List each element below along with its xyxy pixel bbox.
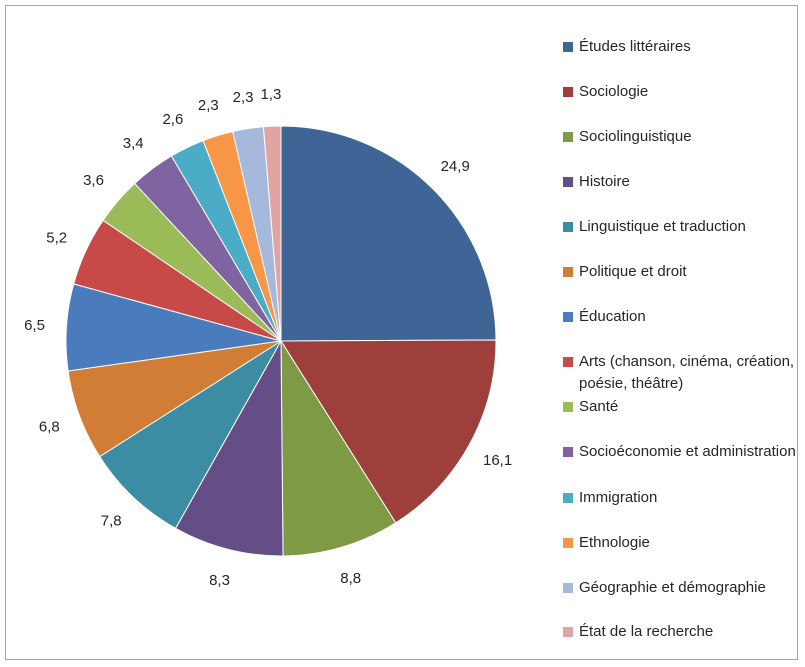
slice-value-label: 5,2 [46,230,67,247]
legend-swatch [563,538,573,548]
legend-label: Socioéconomie et administration [579,443,796,460]
legend-label: Études littéraires [579,38,691,55]
slice-value-label: 6,8 [39,419,60,436]
legend-swatch [563,222,573,232]
legend-swatch [563,447,573,457]
legend-label: Géographie et démographie [579,579,766,596]
legend-label: Sociolinguistique [579,128,692,145]
legend-label: Arts (chanson, cinéma, création, poésie,… [579,353,795,392]
legend-swatch [563,132,573,142]
pie-slice [99,340,282,530]
chart-area: 24,9 16,1 8,8 8,3 7,8 6,8 6,5 5,2 3,6 3,4 2,6 2,3 2,… [5,5,798,660]
legend-swatch [563,312,573,322]
legend-swatch [563,87,573,97]
legend-swatch [563,583,573,593]
slice-value-label: 8,8 [340,570,361,587]
slice-value-label: 8,3 [209,572,230,589]
legend-label: Linguistique et traduction [579,218,746,235]
slice-value-label: 6,5 [24,317,45,334]
pie-slice [280,339,497,524]
legend-swatch [563,493,573,503]
slice-value-label: 2,3 [233,89,254,106]
legend-label: Histoire [579,173,630,190]
legend-label: Sociologie [579,83,649,100]
legend-swatch [563,42,573,52]
pie-slice [174,339,284,557]
slice-value-label: 2,3 [198,97,219,114]
slice-value-label: 2,6 [162,111,183,128]
legend-label: État de la recherche [579,623,714,640]
legend-label: Politique et droit [579,263,687,280]
legend-label: Ethnologie [579,534,650,551]
pie-slice [262,125,282,342]
slice-value-label: 3,4 [123,135,144,152]
slice-value-label: 1,3 [260,86,281,103]
slice-value-label: 24,9 [441,158,470,175]
legend-swatch [563,357,573,367]
legend-swatch [563,267,573,277]
pie-chart: 24,9 16,1 8,8 8,3 7,8 6,8 6,5 5,2 3,6 3,4 2,6 2,3 2,… [24,86,512,589]
legend-label: Éducation [579,308,646,325]
slice-value-label: 3,6 [83,172,104,189]
pie-slice [280,125,497,342]
legend-swatch [563,627,573,637]
slice-value-label: 16,1 [483,452,512,469]
legend-swatch [563,177,573,187]
slice-value-label: 7,8 [101,512,122,529]
legend-swatch [563,402,573,412]
legend-label: Immigration [579,489,658,506]
legend-label: Santé [579,398,619,415]
pie-slice [280,339,397,557]
